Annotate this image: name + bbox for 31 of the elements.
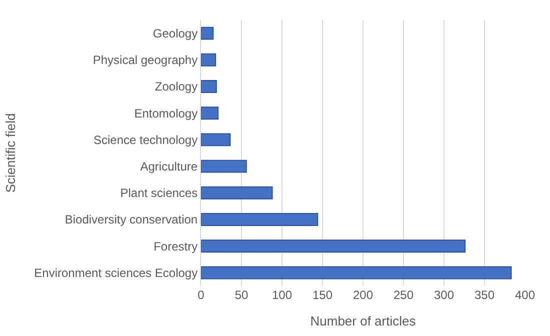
bar xyxy=(201,186,273,200)
x-tick-label: 400 xyxy=(514,288,536,302)
y-tick-label: Geology xyxy=(152,26,198,40)
bar xyxy=(201,133,231,146)
y-tick-label: Entomology xyxy=(134,106,198,120)
bar xyxy=(201,160,247,173)
x-tick-label: 150 xyxy=(312,288,333,302)
y-tick-label: Agriculture xyxy=(140,160,198,174)
x-tick-label: 300 xyxy=(434,288,454,302)
y-tick-label: Science technology xyxy=(94,132,198,147)
bar xyxy=(201,80,217,93)
bar xyxy=(201,26,214,40)
bar xyxy=(201,266,512,280)
y-tick-label: Plant sciences xyxy=(120,186,198,200)
y-tick-label: Environment sciences Ecology xyxy=(34,266,198,280)
y-tick-label: Biodiversity conservation xyxy=(64,212,198,227)
x-axis-title: Number of articles xyxy=(310,314,416,329)
bar xyxy=(201,213,318,226)
x-tick-label: 350 xyxy=(474,288,495,302)
y-tick-label: Physical geography xyxy=(92,53,198,68)
bar xyxy=(201,240,466,253)
x-tick-label: 100 xyxy=(272,288,292,302)
x-tick-label: 50 xyxy=(234,288,248,302)
y-axis-title: Scientific field xyxy=(3,113,18,193)
x-tick-label: 0 xyxy=(198,288,205,302)
x-tick-label: 250 xyxy=(393,288,414,302)
x-tick-label: 200 xyxy=(352,288,374,302)
y-tick-label: Forestry xyxy=(154,239,198,254)
bar xyxy=(201,53,216,66)
bar xyxy=(201,106,219,120)
y-tick-label: Zoology xyxy=(154,80,198,94)
